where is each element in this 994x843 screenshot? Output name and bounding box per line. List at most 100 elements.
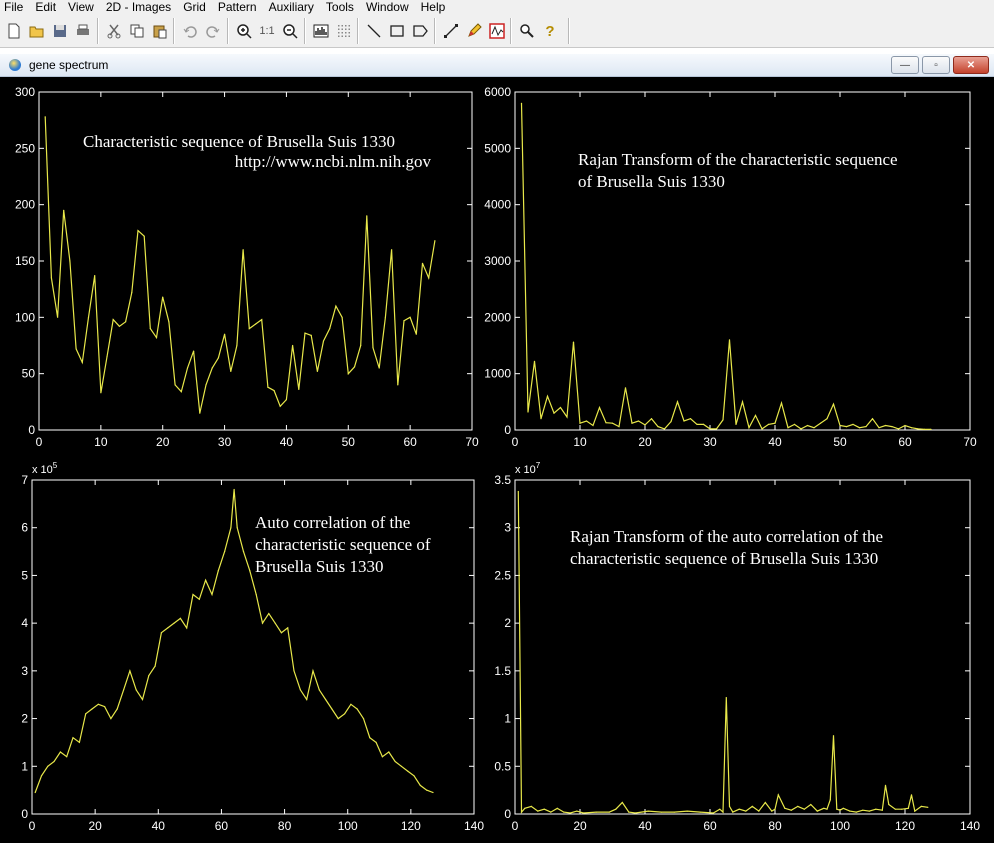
redo-icon[interactable]	[203, 21, 223, 41]
new-file-icon[interactable]	[4, 21, 24, 41]
data-point	[761, 428, 763, 430]
pencil-icon[interactable]	[464, 21, 484, 41]
data-point	[337, 718, 339, 720]
x-tick-label: 20	[88, 819, 102, 833]
copy-icon[interactable]	[127, 21, 147, 41]
y-tick-label: 2.5	[494, 568, 511, 582]
data-point	[758, 810, 760, 812]
data-point	[537, 810, 539, 812]
polygon-tool-icon[interactable]	[410, 21, 430, 41]
zoom-out-icon[interactable]	[280, 21, 300, 41]
zoom-in-icon[interactable]	[234, 21, 254, 41]
chart-2: 0 10 20 30 40 50 60 70 0 1000 2000 3000 4000 5000 6000…	[484, 85, 977, 449]
toolbar-separator	[434, 18, 436, 44]
x-tick-label: 30	[703, 435, 717, 449]
menu-help[interactable]: Help	[420, 0, 446, 14]
data-point	[676, 401, 679, 403]
close-button[interactable]: ✕	[953, 56, 989, 74]
data-point	[826, 418, 828, 420]
data-point	[891, 426, 893, 428]
menu-file[interactable]: File	[4, 0, 24, 14]
menu-edit[interactable]: Edit	[35, 0, 57, 14]
data-point	[341, 316, 343, 318]
data-point	[699, 811, 701, 813]
data-point	[118, 325, 120, 327]
line-tool-icon[interactable]	[364, 21, 384, 41]
menu-pattern[interactable]: Pattern	[217, 0, 257, 14]
help-icon[interactable]: ?	[545, 22, 555, 40]
y-tick-label: 3	[21, 664, 28, 678]
data-point	[823, 807, 825, 809]
data-point	[858, 427, 861, 429]
data-point	[304, 332, 306, 334]
y-tick-label: 4000	[484, 198, 511, 212]
data-point	[881, 809, 883, 811]
axis-exponent-label: x 107	[515, 461, 541, 476]
data-point	[826, 808, 828, 810]
menu-2d-images[interactable]: 2D - Images	[105, 0, 172, 14]
data-point	[106, 356, 108, 358]
data-point	[745, 810, 747, 812]
data-point	[211, 593, 213, 596]
cut-icon[interactable]	[104, 21, 124, 41]
data-point	[540, 418, 542, 420]
data-point	[819, 422, 822, 424]
measure-icon[interactable]	[441, 21, 461, 41]
y-tick-label: 3000	[484, 254, 511, 268]
actual-size-icon[interactable]: 1:1	[259, 25, 275, 37]
data-point	[923, 428, 926, 430]
save-icon[interactable]	[50, 21, 70, 41]
open-folder-icon[interactable]	[27, 21, 47, 41]
menu-window[interactable]: Window	[365, 0, 409, 14]
chart-3: 0 20 40 60 80 100 120 140 0 1 2 3 4 5 6 7 x 105 Auto corr…	[21, 461, 484, 833]
data-point	[261, 319, 263, 321]
y-tick-label: 0.5	[494, 759, 511, 773]
data-point	[803, 808, 805, 810]
data-point	[141, 698, 144, 701]
data-point	[356, 708, 358, 710]
data-point	[810, 803, 812, 806]
x-tick-label: 10	[573, 435, 587, 449]
restore-button[interactable]: ▫	[922, 56, 950, 74]
data-point	[366, 215, 368, 217]
data-point	[199, 412, 201, 414]
data-point	[728, 805, 731, 808]
data-point	[673, 811, 675, 813]
minimize-button[interactable]: —	[891, 56, 919, 74]
grid-dots-icon[interactable]	[334, 21, 354, 41]
data-point	[914, 810, 916, 812]
data-point	[59, 751, 62, 753]
data-point	[273, 390, 275, 392]
data-point	[335, 305, 337, 307]
menu-tools[interactable]: Tools	[325, 0, 354, 14]
data-point	[621, 801, 623, 804]
data-point	[331, 708, 333, 710]
rectangle-tool-icon[interactable]	[387, 21, 407, 41]
signal-icon[interactable]	[487, 21, 507, 41]
search-icon[interactable]	[517, 21, 537, 41]
data-point	[322, 340, 325, 342]
undo-icon[interactable]	[180, 21, 200, 41]
menu-grid[interactable]: Grid	[183, 0, 206, 14]
data-point	[217, 357, 219, 359]
data-point	[369, 737, 371, 739]
data-point	[75, 348, 77, 350]
data-point	[50, 277, 53, 279]
data-point	[375, 741, 377, 744]
data-point	[533, 360, 536, 362]
y-tick-label: 5	[21, 568, 28, 582]
menu-view[interactable]: View	[68, 0, 94, 14]
paste-icon[interactable]	[150, 21, 170, 41]
histogram-icon[interactable]	[311, 21, 331, 41]
data-point	[748, 427, 750, 429]
menu-auxiliary[interactable]: Auxiliary	[268, 0, 314, 14]
data-point	[868, 810, 870, 812]
data-point	[735, 423, 737, 425]
series-line	[44, 116, 436, 414]
toolbar-separator	[510, 18, 512, 44]
data-point	[722, 419, 724, 421]
data-point	[784, 807, 786, 809]
data-point	[888, 803, 890, 806]
data-point	[413, 775, 415, 777]
print-icon[interactable]	[73, 21, 93, 41]
